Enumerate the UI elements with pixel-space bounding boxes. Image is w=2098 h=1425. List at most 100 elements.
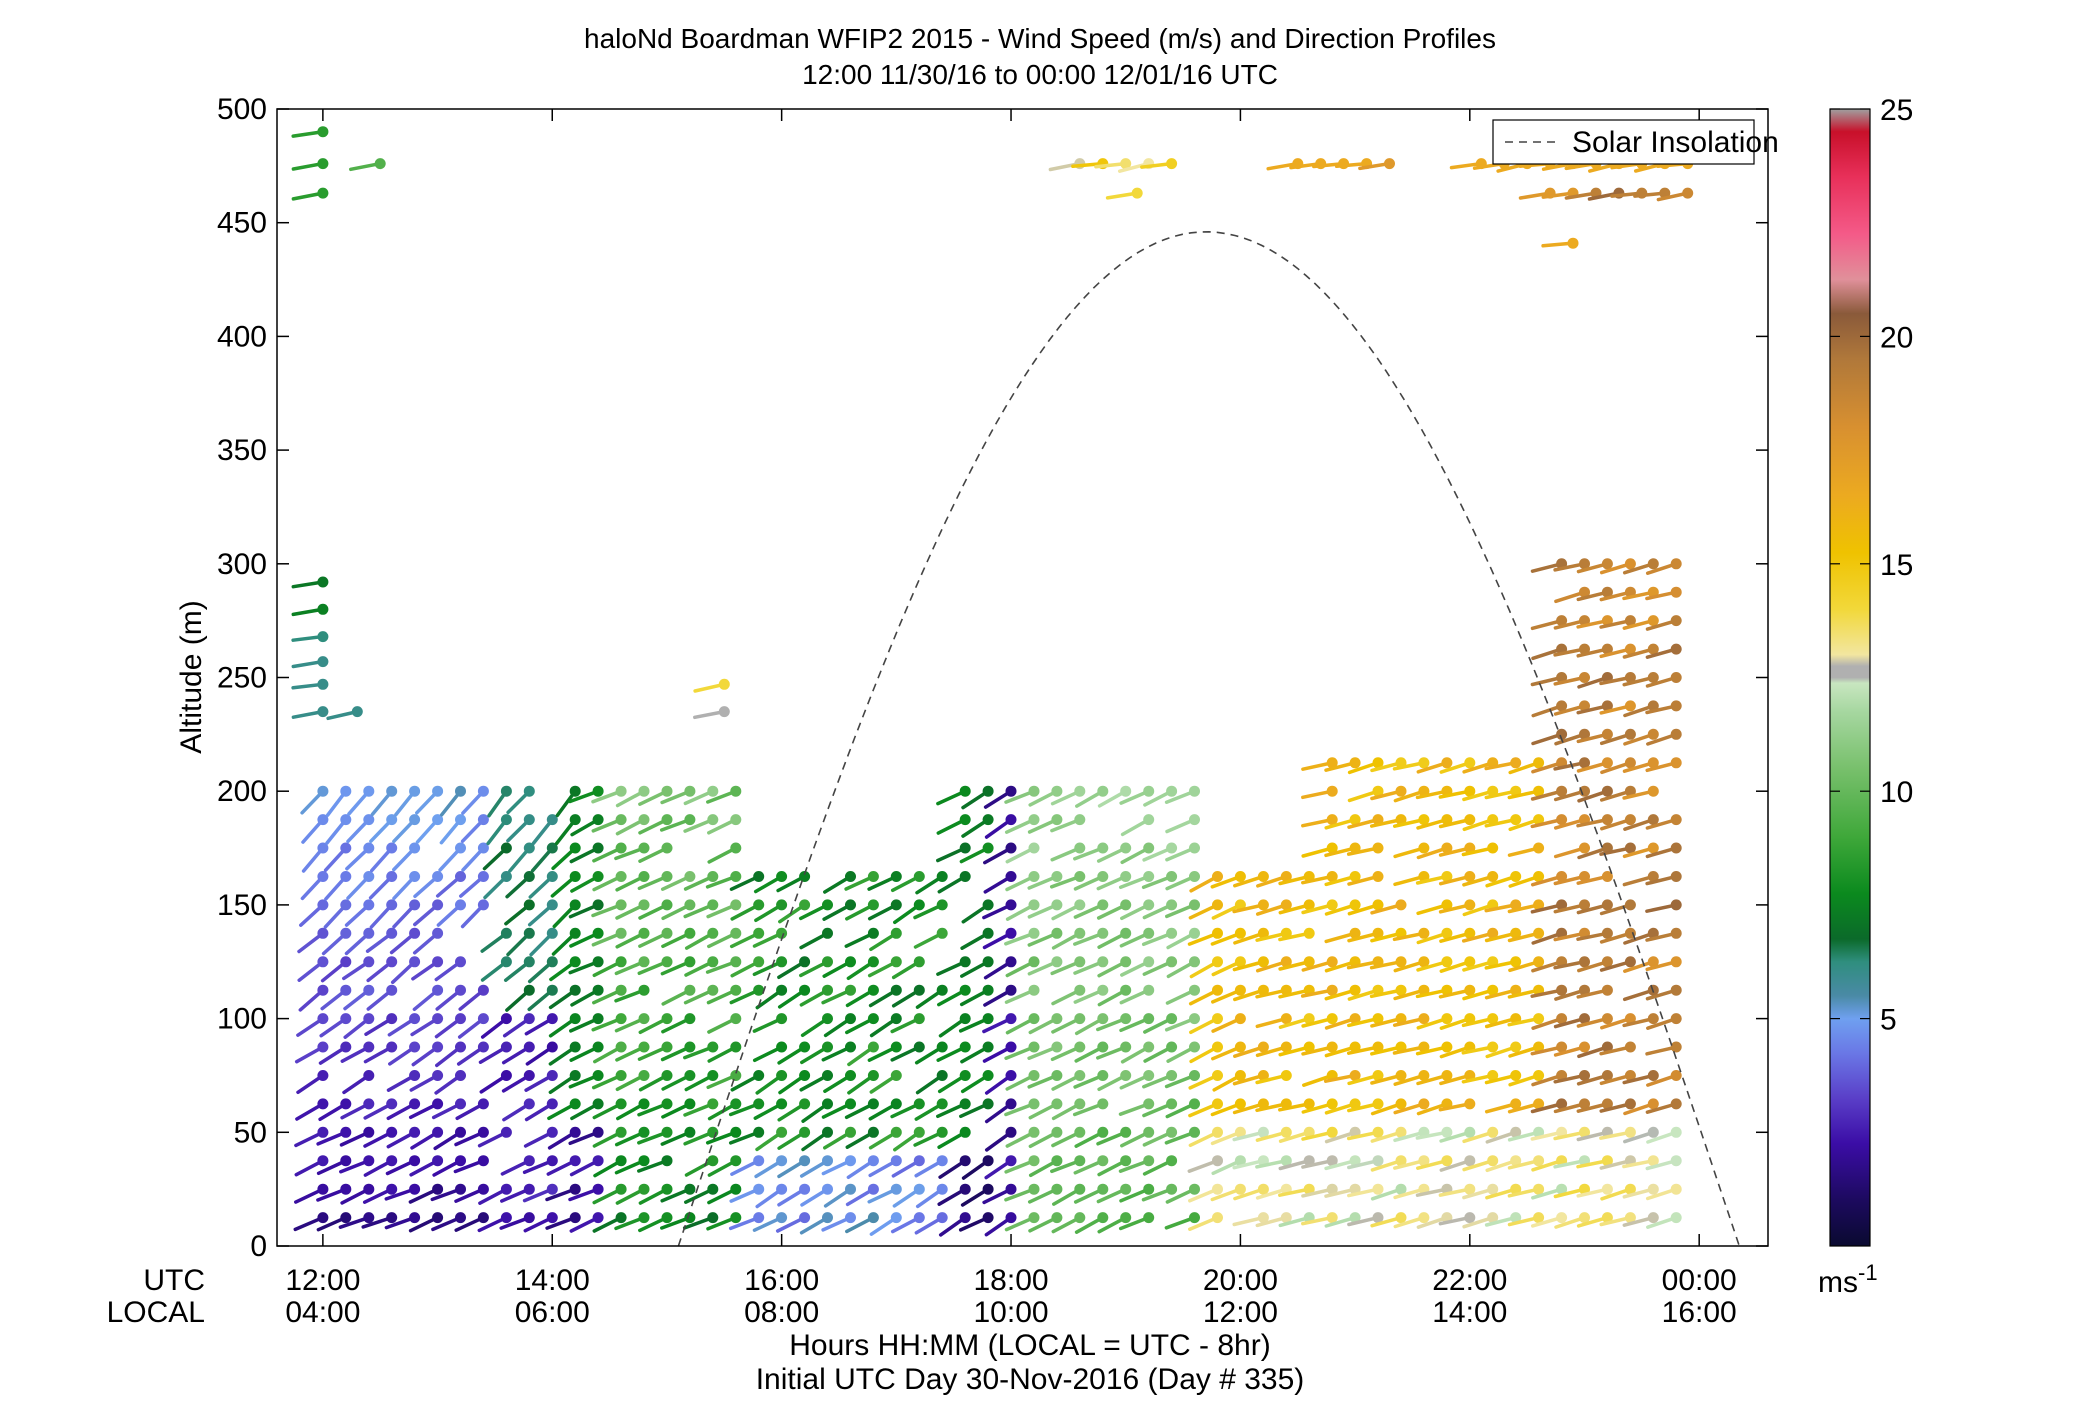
- wind-barb: [1370, 1183, 1407, 1201]
- wind-barb-dot: [1120, 1013, 1132, 1025]
- wind-barb-dot: [1601, 871, 1613, 882]
- wind-barb: [316, 1183, 352, 1202]
- wind-barb: [1347, 899, 1384, 916]
- wind-barb-dot: [1601, 899, 1613, 911]
- wind-barb-dot: [1487, 1041, 1499, 1053]
- wind-barb: [1622, 615, 1659, 630]
- wind-barb-dot: [638, 927, 650, 939]
- wind-barb: [706, 1070, 742, 1090]
- wind-barb: [1531, 643, 1568, 661]
- wind-barb: [984, 1126, 1017, 1152]
- wind-barb-dot: [982, 984, 994, 996]
- wind-barb: [1507, 1126, 1545, 1142]
- wind-barb: [1166, 956, 1200, 979]
- wind-barb-dot: [913, 1098, 925, 1110]
- wind-barb: [1188, 1183, 1223, 1203]
- wind-barb: [960, 1183, 994, 1207]
- wind-barb: [370, 785, 398, 817]
- wind-barb-dot: [409, 1126, 421, 1138]
- wind-barb: [1278, 927, 1315, 942]
- wind-barb-dot: [409, 956, 421, 968]
- wind-barb: [1096, 871, 1132, 891]
- wind-barb-dot: [638, 1041, 650, 1053]
- wind-barb-dot: [1005, 1070, 1017, 1081]
- wind-barb-dot: [1395, 1098, 1407, 1110]
- wind-barb: [868, 1155, 902, 1178]
- wind-barb-dot: [1647, 728, 1659, 740]
- wind-barb-dot: [1372, 1013, 1384, 1025]
- wind-barb: [1645, 1098, 1682, 1114]
- wind-barb: [1301, 1041, 1338, 1056]
- wind-barb: [1461, 1041, 1499, 1055]
- wind-barb: [1645, 956, 1682, 972]
- wind-barb: [753, 871, 788, 894]
- wind-barb: [983, 785, 1017, 809]
- wind-barb-dot: [1579, 899, 1590, 911]
- wind-barb: [847, 1070, 879, 1095]
- wind-barb-dot: [1579, 1041, 1590, 1053]
- wind-barb-dot: [1464, 871, 1476, 882]
- x-tick-label-local: 04:00: [285, 1296, 360, 1329]
- wind-barb-dot: [1395, 1070, 1407, 1081]
- wind-barb-dot: [684, 1098, 696, 1110]
- wind-barb-dot: [1372, 757, 1384, 769]
- wind-barb: [638, 785, 673, 806]
- x-tick-label-utc: 00:00: [1662, 1264, 1737, 1297]
- wind-barb-dot: [1647, 1126, 1659, 1138]
- wind-barb: [1347, 1183, 1384, 1198]
- wind-barb: [291, 631, 329, 643]
- wind-barb-dot: [1624, 643, 1636, 655]
- wind-barb: [1645, 615, 1682, 631]
- wind-barb: [366, 984, 398, 1011]
- wind-barb-dot: [1234, 1013, 1246, 1025]
- wind-barb-dot: [1670, 672, 1682, 683]
- wind-barb: [1646, 1212, 1682, 1229]
- wind-barb-dot: [363, 1013, 375, 1025]
- wind-barb: [1622, 1183, 1659, 1199]
- wind-barb-dot: [1624, 1212, 1636, 1224]
- wind-barb: [1097, 956, 1132, 978]
- wind-barb-dot: [455, 1183, 466, 1195]
- wind-barb: [1211, 984, 1246, 1004]
- wind-barb: [568, 1183, 604, 1202]
- wind-barb: [409, 1070, 444, 1092]
- wind-barb: [614, 984, 650, 1003]
- wind-barb: [706, 785, 742, 804]
- wind-barb: [525, 1041, 558, 1066]
- wind-barb-dot: [1372, 1212, 1384, 1224]
- wind-barb: [1622, 1013, 1659, 1028]
- wind-barb-dot: [1028, 1155, 1040, 1167]
- wind-barb: [890, 1013, 925, 1034]
- wind-barb-dot: [1670, 927, 1682, 939]
- wind-barb: [1531, 728, 1568, 746]
- wind-barb: [1073, 1070, 1109, 1089]
- wind-barb: [1120, 1041, 1155, 1064]
- wind-barb: [913, 927, 948, 949]
- wind-barb-dot: [1280, 1126, 1292, 1138]
- wind-barb: [1531, 700, 1568, 718]
- wind-barb-dot: [500, 927, 512, 939]
- wind-barb: [777, 1183, 811, 1207]
- wind-barb: [1576, 899, 1613, 915]
- wind-barb: [392, 842, 421, 872]
- wind-barb: [893, 899, 925, 925]
- wind-barb-dot: [1533, 1070, 1545, 1081]
- colorbar-gradient: [1829, 108, 1871, 1247]
- wind-barb-dot: [1028, 984, 1040, 996]
- wind-barb: [1027, 927, 1063, 947]
- wind-barb: [1005, 1070, 1040, 1091]
- wind-barb: [325, 785, 352, 817]
- wind-barb-dot: [1120, 1212, 1132, 1224]
- wind-barb: [487, 785, 512, 818]
- wind-barb-dot: [1028, 1212, 1040, 1224]
- wind-barb: [845, 1183, 879, 1207]
- wind-barb-dot: [1647, 785, 1659, 797]
- wind-barb-dot: [1441, 899, 1453, 911]
- wind-barb-dot: [684, 984, 696, 996]
- wind-barb-dot: [982, 814, 994, 826]
- wind-barb: [823, 1013, 856, 1038]
- wind-barb-dot: [523, 984, 535, 996]
- wind-barb: [1141, 927, 1178, 947]
- wind-barb-dot: [409, 1183, 421, 1195]
- wind-barb-dot: [592, 1098, 604, 1110]
